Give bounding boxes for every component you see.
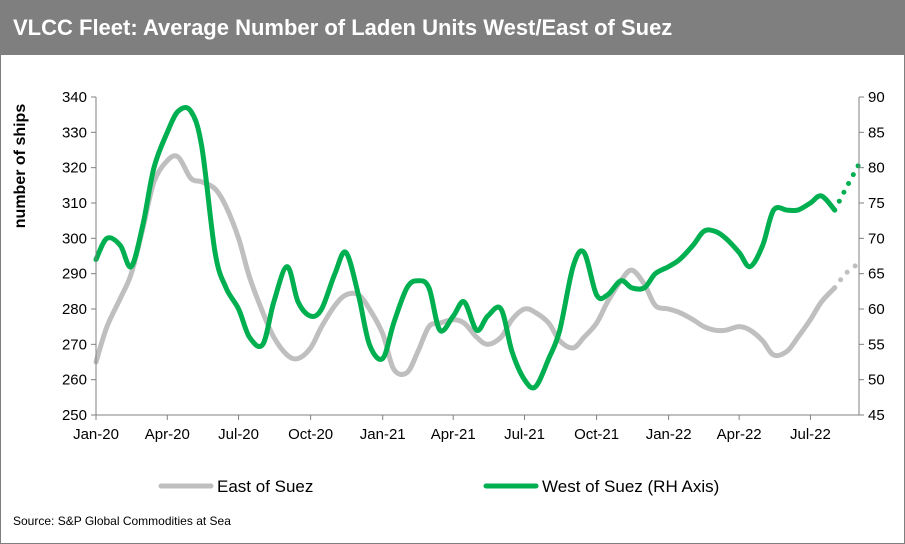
series-layer <box>93 105 862 391</box>
y-left-tick-label: 280 <box>62 301 87 318</box>
x-tick-label: Oct-21 <box>574 426 619 443</box>
y-right-tick-label: 85 <box>868 124 885 141</box>
y-left-tick-label: 250 <box>62 407 87 424</box>
y-right-tick-label: 90 <box>868 89 885 106</box>
y-right-tick-label: 75 <box>868 195 885 212</box>
east-of-suez-forecast <box>832 260 862 291</box>
east-of-suez-line <box>93 153 838 377</box>
legend-label: East of Suez <box>217 477 313 496</box>
y-left-tick-label: 340 <box>62 89 87 106</box>
source-note: Source: S&P Global Commodities at Sea <box>13 514 231 528</box>
legend: East of Suez West of Suez (RH Axis) <box>158 477 719 496</box>
y-left-tick-label: 310 <box>62 195 87 212</box>
chart-title: VLCC Fleet: Average Number of Laden Unit… <box>1 1 904 55</box>
y-right-tick-label: 70 <box>868 230 885 247</box>
x-tick-label: Apr-22 <box>717 426 762 443</box>
x-tick-label: Jul-22 <box>790 426 831 443</box>
y-right-tick-label: 50 <box>868 372 885 389</box>
west-of-suez-line <box>93 105 838 391</box>
y-left-tick-label: 260 <box>62 372 87 389</box>
y-left-tick-label: 300 <box>62 230 87 247</box>
y-right-tick-label: 80 <box>868 160 885 177</box>
x-tick-label: Jan-22 <box>646 426 692 443</box>
y-left-tick-label: 330 <box>62 124 87 141</box>
y-right-tick-label: 45 <box>868 407 885 424</box>
y-left-tick-label: 320 <box>62 160 87 177</box>
y-axis-right: 45 50 55 60 65 70 75 80 85 90 <box>859 89 885 424</box>
legend-label: West of Suez (RH Axis) <box>542 477 719 496</box>
y-right-tick-label: 60 <box>868 301 885 318</box>
x-tick-label: Jan-21 <box>360 426 406 443</box>
x-tick-label: Jul-20 <box>218 426 259 443</box>
x-tick-label: Apr-20 <box>145 426 190 443</box>
x-axis: Jan-20 Apr-20 Jul-20 Oct-20 Jan-21 Apr-21 Jul-… <box>73 415 831 443</box>
y-right-tick-label: 55 <box>868 336 885 353</box>
y-axis-label: number of ships <box>12 104 29 229</box>
west-of-suez-forecast <box>832 161 862 213</box>
y-right-tick-label: 65 <box>868 266 885 283</box>
y-axis-left: 250 260 270 280 290 300 310 320 330 340 <box>62 89 96 424</box>
y-left-tick-label: 270 <box>62 336 87 353</box>
x-tick-label: Oct-20 <box>288 426 333 443</box>
x-tick-label: Jul-21 <box>504 426 545 443</box>
x-tick-label: Jan-20 <box>73 426 119 443</box>
y-left-tick-label: 290 <box>62 266 87 283</box>
x-tick-label: Apr-21 <box>431 426 476 443</box>
